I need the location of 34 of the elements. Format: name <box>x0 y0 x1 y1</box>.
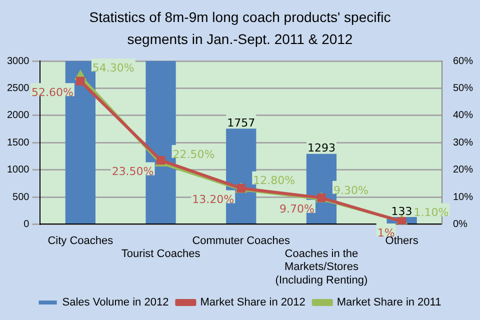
x-tick-label: City Coaches <box>48 234 114 247</box>
data-label: 9.70% <box>280 202 314 216</box>
x-tick-label: Tourist Coaches <box>121 248 201 260</box>
y2-tick-label: 50% <box>452 82 474 94</box>
y-tick-label: 2500 <box>6 82 30 94</box>
data-label: 1293 <box>307 142 336 155</box>
y-tick-label: 2000 <box>6 110 30 122</box>
legend-label: Market Share in 2012 <box>200 296 306 309</box>
y-tick-label: 3000 <box>6 56 30 67</box>
y-tick-label: 500 <box>12 192 30 203</box>
y2-tick-label: 40% <box>452 110 474 122</box>
y-tick-label: 0 <box>24 218 30 230</box>
legend-label: Market Share in 2011 <box>336 296 442 309</box>
y-tick-label: 1000 <box>6 164 30 176</box>
data-label: 22.50% <box>172 148 215 161</box>
data-label: 1.10% <box>414 206 449 220</box>
data-label: 54.30% <box>92 61 134 74</box>
data-label: 12.80% <box>253 174 296 188</box>
y2-tick-label: 0% <box>452 218 468 230</box>
data-label: 52.60% <box>31 86 74 99</box>
y2-tick-label: 60% <box>452 56 474 67</box>
x-tick-label: Commuter Coaches <box>192 234 291 247</box>
y2-tick-label: 10% <box>452 192 474 203</box>
data-label: 23.50% <box>112 165 154 178</box>
data-label: 13.20% <box>192 193 234 206</box>
y2-tick-label: 30% <box>452 137 474 148</box>
chart-title: Statistics of 8m-9m long coach products' specific segments in Jan.-Sept. 2011 & 2012 <box>88 8 392 49</box>
data-label: 9.30% <box>333 184 368 197</box>
data-label: 1757 <box>227 116 256 130</box>
y2-tick-label: 20% <box>452 164 474 176</box>
legend-label: Sales Volume in 2012 <box>62 296 169 309</box>
x-tick-label: Coaches in the Markets/Stores (Including Renting) <box>275 248 368 286</box>
data-label: 133 <box>391 204 412 218</box>
y-tick-label: 1500 <box>6 137 30 148</box>
